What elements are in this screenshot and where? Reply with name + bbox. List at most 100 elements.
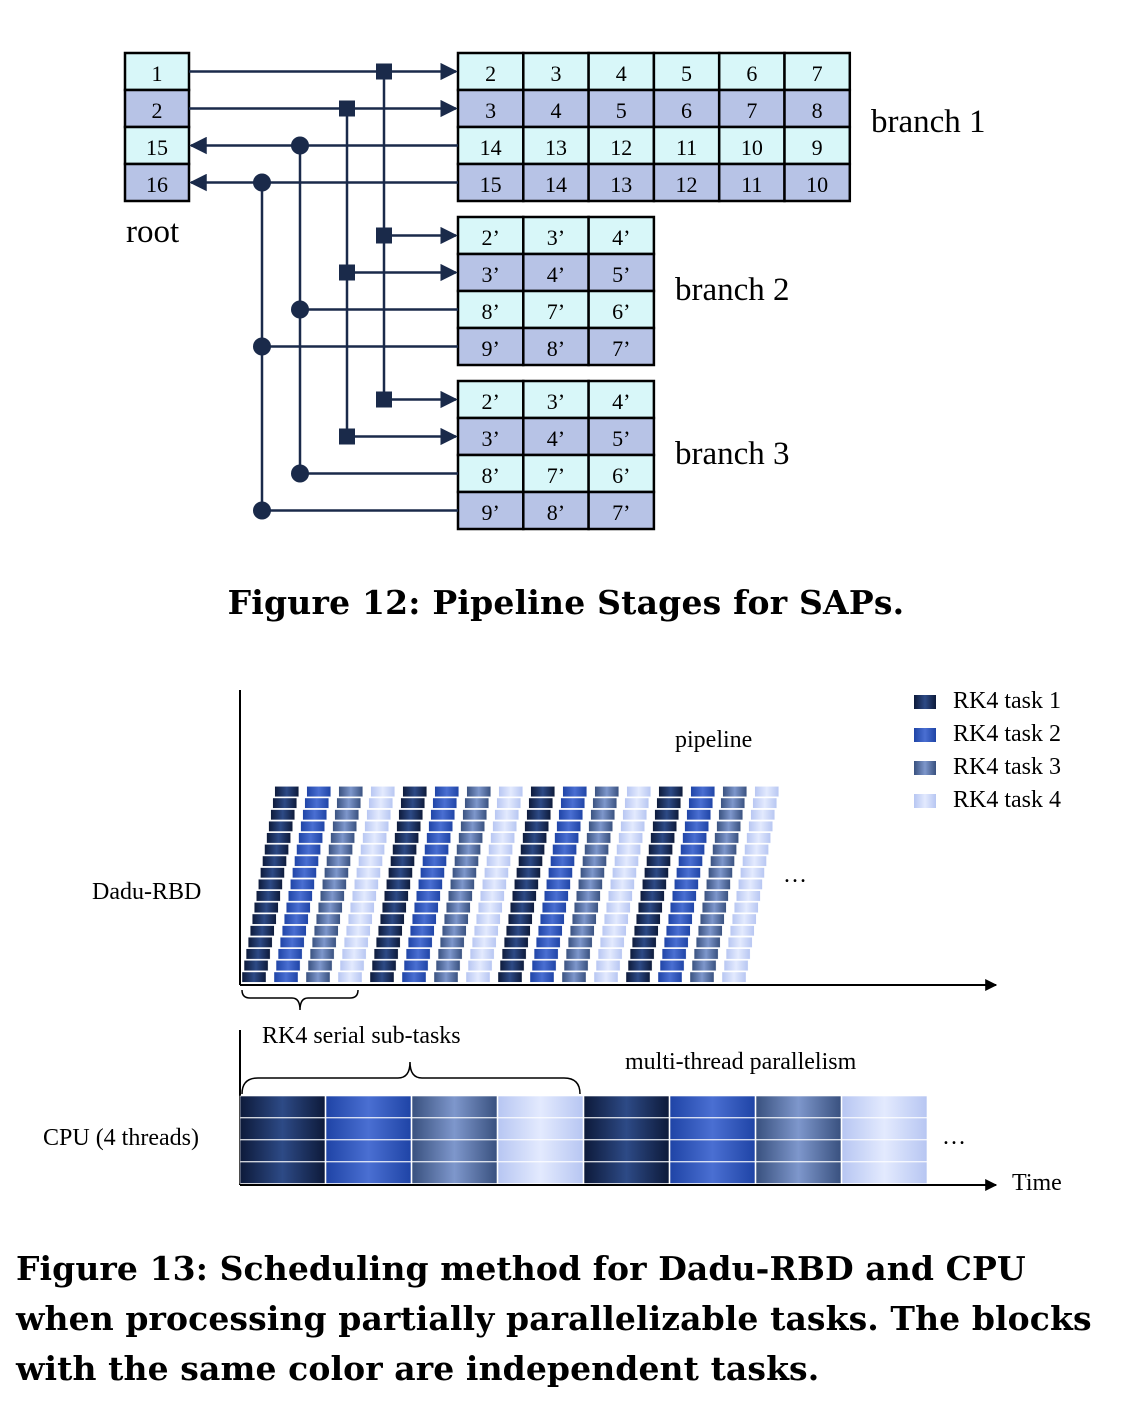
pipeline-block-task-2 <box>663 937 689 948</box>
pipeline-block-task-1 <box>382 902 407 913</box>
pipeline-block-task-3 <box>565 948 591 960</box>
pipeline-block-task-2 <box>288 890 313 902</box>
branch-2-cell-text: 9’ <box>481 336 499 361</box>
pipeline-block-task-1 <box>648 844 673 855</box>
pipeline-block-task-4 <box>744 844 769 855</box>
pipeline-block-task-2 <box>304 797 329 809</box>
pipeline-block-task-1 <box>369 971 395 983</box>
pipeline-block-task-2 <box>682 832 707 844</box>
pipeline-block-task-3 <box>712 844 737 855</box>
pipeline-block-task-2 <box>558 809 583 821</box>
pipeline-block-task-1 <box>638 902 663 913</box>
branch-1-cell-text: 4 <box>616 61 627 86</box>
cpu-block-task-1 <box>583 1139 670 1162</box>
pipeline-block-task-1 <box>386 879 411 890</box>
pipeline-block-task-1 <box>506 925 531 937</box>
pipeline-block-task-1 <box>247 937 273 948</box>
pipeline-block-task-2 <box>552 844 577 855</box>
branch-2-cell-text: 8’ <box>547 336 565 361</box>
pipeline-block-task-3 <box>698 925 723 937</box>
pipeline-block-task-3 <box>563 960 589 971</box>
root-label: root <box>126 214 180 250</box>
pipeline-block-task-3 <box>444 913 469 925</box>
pipeline-block-task-3 <box>574 902 599 913</box>
pipeline-block-task-2 <box>533 948 559 960</box>
branch-3-cell-text: 9’ <box>481 500 499 525</box>
pipeline-block-task-1 <box>258 879 283 890</box>
branch-1-cell <box>783 51 852 92</box>
pipeline-block-task-2 <box>306 786 331 797</box>
pipeline-block-task-3 <box>314 925 339 937</box>
pipeline-block-task-3 <box>720 797 745 809</box>
pipeline-block-task-1 <box>512 890 537 902</box>
branch-1-cell <box>717 162 786 203</box>
pipeline-block-task-2 <box>434 786 459 797</box>
pipeline-block-task-3 <box>588 821 613 832</box>
pipeline-block-task-2 <box>531 960 557 971</box>
pipeline-block-task-4 <box>471 937 497 948</box>
pipeline-block-task-1 <box>260 867 285 879</box>
pipeline-block-task-3 <box>716 821 741 832</box>
pipeline-block-task-3 <box>572 913 597 925</box>
branch-1-cell <box>587 162 656 203</box>
cpu-block-task-2 <box>325 1139 412 1162</box>
junction-square <box>376 227 392 244</box>
cpu-block-task-4 <box>497 1139 584 1162</box>
pipeline-block-task-4 <box>490 832 515 844</box>
pipeline-block-task-2 <box>666 925 691 937</box>
pipeline-block-task-1 <box>400 797 425 809</box>
pipeline-block-task-4 <box>725 948 751 960</box>
pipeline-block-task-4 <box>370 786 395 797</box>
pipeline-block-task-3 <box>437 948 463 960</box>
pipeline-block-task-3 <box>578 879 603 890</box>
cpu-block-task-3 <box>755 1139 842 1162</box>
branch-1-cell-text: 13 <box>610 172 632 197</box>
pipeline-block-task-1 <box>528 797 553 809</box>
cpu-block-task-1 <box>239 1117 326 1140</box>
junction-dot <box>253 337 271 356</box>
pipeline-block-task-4 <box>484 867 509 879</box>
pipeline-block-task-1 <box>654 809 679 821</box>
serial-subtask-brace <box>241 989 359 1011</box>
branch-1-cell-text: 5 <box>681 61 692 86</box>
junction-dot <box>291 300 309 319</box>
pipeline-block-task-1 <box>243 960 269 971</box>
pipeline-block-task-3 <box>442 925 467 937</box>
pipeline-block-task-4 <box>746 832 771 844</box>
pipeline-block-task-3 <box>466 786 491 797</box>
pipeline-block-task-4 <box>595 960 621 971</box>
pipeline-block-task-4 <box>494 809 519 821</box>
pipeline-block-task-2 <box>657 971 683 983</box>
pipeline-block-task-2 <box>676 867 701 879</box>
pipeline-block-task-4 <box>730 925 755 937</box>
branch-3-cell-text: 7’ <box>612 500 630 525</box>
branch-1-cell <box>652 162 721 203</box>
branch-2-cell-text: 6’ <box>612 299 630 324</box>
branch-2-cell-text: 5’ <box>612 262 630 287</box>
pipeline-block-task-3 <box>326 855 351 867</box>
branch-3-label: branch 3 <box>675 436 790 472</box>
pipeline-block-task-4 <box>354 879 379 890</box>
pipeline-block-task-3 <box>316 913 341 925</box>
pipeline-block-task-4 <box>727 937 753 948</box>
legend-label-3: RK4 task 3 <box>953 754 1061 780</box>
pipeline-block-task-2 <box>407 937 433 948</box>
pipeline-block-task-1 <box>274 786 299 797</box>
pipeline-block-task-4 <box>337 971 363 983</box>
pipeline-block-task-2 <box>540 913 565 925</box>
branch-3-cell-text: 3’ <box>547 389 565 414</box>
branch-1-cell-text: 13 <box>545 135 567 160</box>
branch-1-cell-text: 3 <box>550 61 561 86</box>
pipeline-block-task-1 <box>520 844 545 855</box>
time-axis-label: Time <box>1012 1170 1062 1196</box>
pipeline-block-task-1 <box>402 786 427 797</box>
pipeline-block-task-2 <box>420 867 445 879</box>
pipeline-block-task-1 <box>252 913 277 925</box>
cpu-block-task-2 <box>669 1117 756 1140</box>
branch-1-cell-text: 10 <box>806 172 828 197</box>
cpu-block-task-4 <box>841 1139 928 1162</box>
pipeline-block-task-1 <box>378 925 403 937</box>
pipeline-block-task-3 <box>570 925 595 937</box>
pipeline-block-task-3 <box>334 809 359 821</box>
